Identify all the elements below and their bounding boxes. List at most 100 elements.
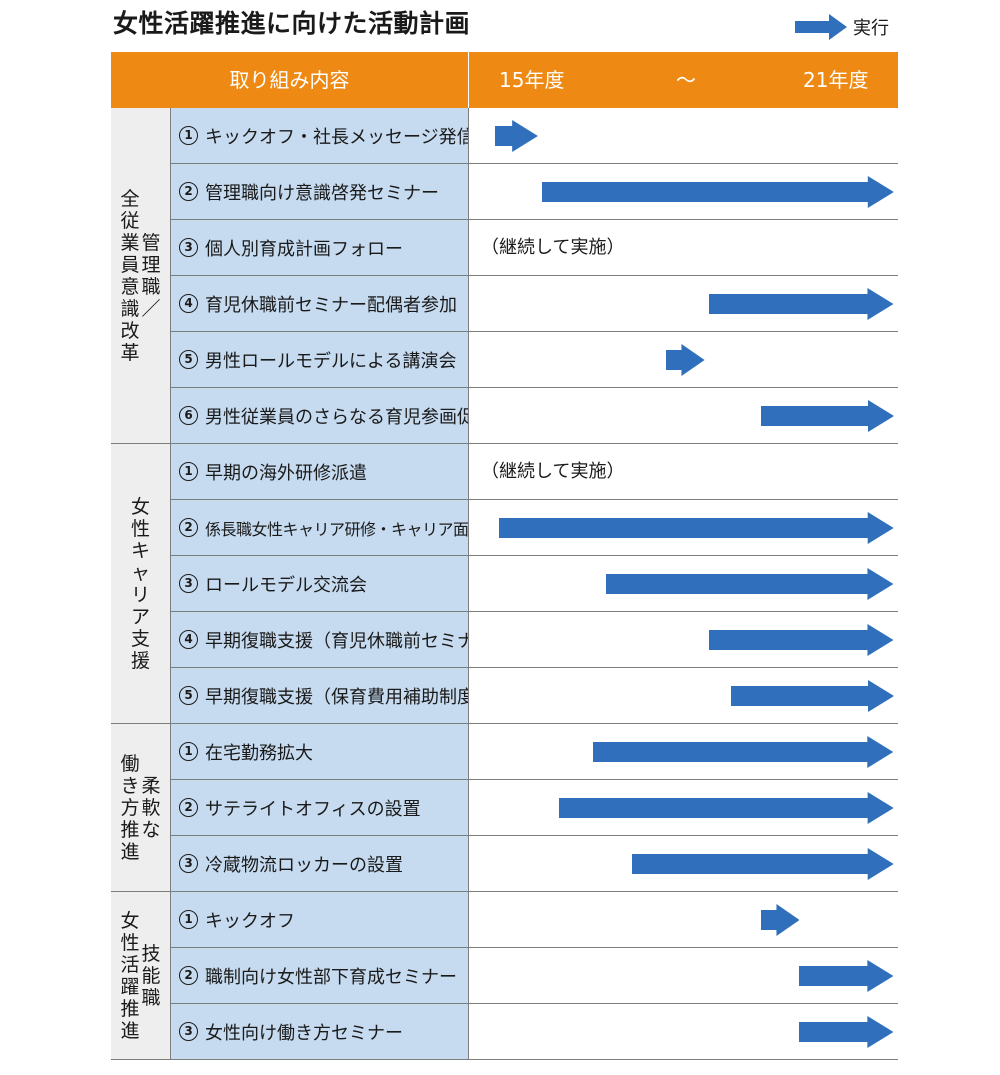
- timeline-cell: [469, 612, 898, 668]
- item-cell: 4 育児休職前セミナー配偶者参加: [170, 276, 469, 332]
- item-number-badge: 2: [179, 966, 198, 985]
- header-end-year: 21年度: [803, 68, 869, 92]
- arrow-icon: [795, 14, 847, 40]
- timeline-arrow: [494, 108, 538, 164]
- timeline-cell: （継続して実施）: [469, 220, 898, 276]
- timeline-cell: [469, 108, 898, 164]
- item-number-badge: 5: [179, 350, 198, 369]
- item-cell: 1 キックオフ・社長メッセージ発信: [170, 108, 469, 164]
- arrow-shape: [709, 624, 894, 656]
- arrow-shape: [494, 120, 538, 152]
- timeline-note: （継続して実施）: [481, 237, 625, 258]
- header-start-year: 15年度: [499, 68, 565, 92]
- item-number-badge: 3: [179, 854, 198, 873]
- timeline-arrow: [559, 780, 894, 836]
- group-label-column: 技能職: [141, 942, 161, 1009]
- item-number-badge: 2: [179, 518, 198, 537]
- item-number-badge: 6: [179, 406, 198, 425]
- arrow-shape: [799, 1016, 894, 1048]
- timeline-cell: [469, 332, 898, 388]
- arrow-shape: [709, 288, 894, 320]
- item-label: 女性向け働き方セミナー: [205, 1022, 403, 1044]
- timeline-cell: （継続して実施）: [469, 444, 898, 500]
- item-number-badge: 4: [179, 294, 198, 313]
- item-label: 男性従業員のさらなる育児参画促進: [205, 406, 469, 428]
- group-label-column: 柔軟な: [141, 774, 161, 841]
- arrow-shape: [606, 568, 894, 600]
- group-label-column: 全従業員意識改革: [120, 187, 140, 364]
- item-number-badge: 3: [179, 574, 198, 593]
- timeline-cell: [469, 276, 898, 332]
- item-label: 個人別育成計画フォロー: [205, 238, 403, 260]
- item-number-badge: 1: [179, 462, 198, 481]
- item-label: 早期復職支援（保育費用補助制度）: [205, 686, 469, 708]
- group-label: 女性キャリア支援: [111, 444, 170, 723]
- timeline-cell: [469, 388, 898, 444]
- item-number-badge: 5: [179, 686, 198, 705]
- item-label: 係長職女性キャリア研修・キャリア面談研修: [205, 519, 469, 539]
- timeline-arrow: [541, 164, 894, 220]
- item-cell: 6 男性従業員のさらなる育児参画促進: [170, 388, 469, 444]
- group-label-column: 女性活躍推進: [120, 909, 140, 1042]
- item-cell: 1 在宅勤務拡大: [170, 724, 469, 780]
- page-title: 女性活躍推進に向けた活動計画: [113, 9, 471, 38]
- timeline-arrow: [799, 948, 894, 1004]
- item-cell: 2 係長職女性キャリア研修・キャリア面談研修: [170, 500, 469, 556]
- item-cell: 3 女性向け働き方セミナー: [170, 1004, 469, 1060]
- item-cell: 2 職制向け女性部下育成セミナー: [170, 948, 469, 1004]
- item-number-badge: 1: [179, 742, 198, 761]
- item-number-badge: 2: [179, 182, 198, 201]
- item-label: 早期の海外研修派遣: [205, 462, 367, 484]
- timeline-cell: [469, 1004, 898, 1060]
- item-cell: 4 早期復職支援（育児休職前セミナー）: [170, 612, 469, 668]
- timeline-arrow: [760, 388, 894, 444]
- timeline-cell: [469, 836, 898, 892]
- group-label-cell: 柔軟な働き方推進: [111, 724, 170, 892]
- item-cell: 3 個人別育成計画フォロー: [170, 220, 469, 276]
- timeline-arrow: [709, 276, 894, 332]
- item-cell: 5 男性ロールモデルによる講演会: [170, 332, 469, 388]
- arrow-shape: [559, 792, 894, 824]
- group-label-column: 働き方推進: [120, 752, 140, 863]
- group-label-cell: 女性キャリア支援: [111, 444, 170, 724]
- group-label: 柔軟な働き方推進: [111, 724, 170, 891]
- item-number-badge: 4: [179, 630, 198, 649]
- group-label-column: 管理職／: [141, 231, 161, 320]
- item-number-badge: 3: [179, 1022, 198, 1041]
- arrow-shape: [760, 904, 800, 936]
- timeline-arrow: [593, 724, 894, 780]
- group-label: 技能職女性活躍推進: [111, 892, 170, 1059]
- timeline-cell: [469, 780, 898, 836]
- arrow-shape: [730, 680, 894, 712]
- item-number-badge: 3: [179, 238, 198, 257]
- item-label: ロールモデル交流会: [205, 574, 367, 596]
- timeline-arrow: [606, 556, 894, 612]
- timeline-arrow: [666, 332, 705, 388]
- arrow-shape: [799, 960, 894, 992]
- timeline-note: （継続して実施）: [481, 461, 625, 482]
- item-cell: 5 早期復職支援（保育費用補助制度）: [170, 668, 469, 724]
- timeline-arrow: [709, 612, 894, 668]
- timeline-arrow: [799, 1004, 894, 1060]
- arrow-shape: [760, 400, 894, 432]
- timeline-arrow: [760, 892, 800, 948]
- item-cell: 3 ロールモデル交流会: [170, 556, 469, 612]
- item-cell: 2 管理職向け意識啓発セミナー: [170, 164, 469, 220]
- group-label-column: 女性キャリア支援: [130, 495, 150, 672]
- timeline-arrow: [499, 500, 894, 556]
- item-label: サテライトオフィスの設置: [205, 798, 421, 820]
- item-number-badge: 2: [179, 798, 198, 817]
- item-label: 管理職向け意識啓発セミナー: [205, 182, 439, 204]
- timeline-cell: [469, 892, 898, 948]
- legend-label: 実行: [853, 18, 889, 39]
- timeline-cell: [469, 556, 898, 612]
- timeline-cell: [469, 668, 898, 724]
- item-cell: 2 サテライトオフィスの設置: [170, 780, 469, 836]
- timeline-cell: [469, 948, 898, 1004]
- arrow-shape: [541, 176, 894, 208]
- legend: 実行: [795, 13, 889, 41]
- table-header: 取り組み内容 15年度 ～ 21年度: [111, 52, 898, 108]
- item-label: 早期復職支援（育児休職前セミナー）: [205, 630, 468, 652]
- header-divider: [468, 52, 469, 108]
- timeline-cell: [469, 500, 898, 556]
